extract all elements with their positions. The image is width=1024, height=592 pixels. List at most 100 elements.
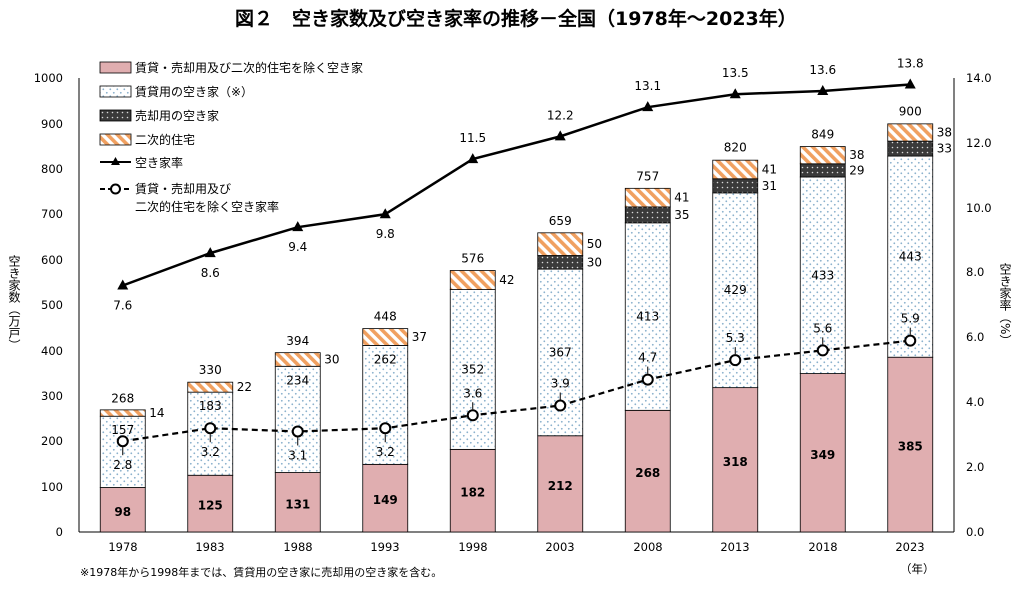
left-ticks: 0 100 200 300 400 500 600 700 800 900 10…: [34, 71, 63, 539]
left-tick: 800: [41, 162, 63, 176]
bar-second: [99, 409, 146, 417]
bar-segment-label: 149: [373, 493, 398, 507]
line-excluding-rate-label: 5.9: [901, 312, 920, 326]
bar-segment-label: 14: [149, 406, 164, 420]
right-tick: 14.0: [966, 71, 992, 85]
legend-swatch-rental: [99, 85, 132, 98]
bar-segment-label: 182: [460, 486, 485, 500]
line-excluding-rate-label: 3.1: [288, 448, 307, 462]
legend-label: 賃貸・売却用及び二次的住宅を除く空き家: [135, 60, 363, 75]
bar-segment-label: 22: [237, 380, 252, 394]
bar-second: [887, 123, 934, 142]
line-vacancy-rate: [122, 83, 911, 287]
bar-segment-label: 33: [937, 142, 952, 156]
bar-second: [799, 146, 846, 165]
legend-label: 二次的住宅: [135, 132, 195, 147]
bar-segment-label: 433: [811, 268, 834, 282]
bar-segment-label: 125: [198, 499, 223, 513]
bar-segment-label: 41: [762, 162, 777, 176]
bar-segment-label: 157: [111, 423, 134, 437]
bar-total-label: 330: [199, 363, 222, 377]
line-excluding-rate-label: 2.8: [113, 458, 132, 472]
bar-rental: [449, 289, 496, 450]
right-tick: 4.0: [966, 395, 984, 409]
line-vacancy-rate-label: 9.4: [288, 240, 307, 254]
line-excluding-rate-label: 3.2: [201, 445, 220, 459]
bar-owner: [449, 448, 496, 533]
bar-segment-label: 131: [285, 497, 310, 511]
x-tick-label: 2003: [545, 540, 574, 554]
line-vacancy-rate-label: 12.2: [547, 108, 574, 122]
bar-segment-label: 352: [461, 362, 484, 376]
line-vacancy-rate-label: 13.6: [809, 63, 836, 77]
bar-total-label: 820: [724, 141, 747, 155]
line-excluding-rate-label: 4.7: [638, 351, 657, 365]
bar-owner: [187, 474, 234, 533]
right-tick: 8.0: [966, 265, 984, 279]
bar-segment-label: 42: [499, 273, 514, 287]
line-vacancy-rate-point: [817, 84, 829, 95]
line-vacancy-rate-point: [904, 78, 916, 89]
x-tick-label: 1998: [458, 540, 487, 554]
line-excluding-rate-point: [641, 373, 654, 386]
bar-owner: [274, 472, 321, 533]
bar-owner: [887, 356, 934, 533]
bar-segment-label: 385: [898, 440, 923, 454]
line-vacancy-rate-label: 7.6: [113, 299, 132, 313]
line-excluding-rate-point: [816, 344, 829, 357]
line-vacancy-rate-label: 8.6: [201, 266, 220, 280]
line-excluding-rate-point: [291, 425, 304, 438]
bar-segment-label: 35: [674, 208, 689, 222]
right-tick: 0.0: [966, 525, 984, 539]
left-tick: 700: [41, 207, 63, 221]
bar-segment-label: 183: [199, 399, 222, 413]
line-excluding-rate-point: [204, 422, 217, 435]
left-tick: 0: [56, 525, 63, 539]
bar-owner: [624, 409, 671, 533]
line-vacancy-rate-point: [379, 208, 391, 219]
x-tick-label: 1988: [283, 540, 312, 554]
bar-second: [537, 232, 584, 256]
legend-swatch-sale: [99, 109, 132, 122]
x-tick-label: 2008: [633, 540, 662, 554]
line-vacancy-rate-label: 13.1: [634, 79, 661, 93]
bar-segment-label: 38: [849, 148, 864, 162]
legend-label: 空き家率: [135, 155, 183, 170]
bar-segment-label: 37: [412, 330, 427, 344]
left-tick: 500: [41, 298, 63, 312]
line-excluding-rate-point: [554, 399, 567, 412]
line-excluding-rate-point: [729, 354, 742, 367]
x-tick-label: 1978: [108, 540, 137, 554]
bar-segment-label: 367: [549, 345, 572, 359]
legend-label: 二次的住宅を除く空き家率: [135, 199, 279, 214]
bar-second: [449, 270, 496, 290]
bar-total-label: 576: [461, 251, 484, 265]
bar-sale: [887, 140, 934, 157]
right-tick: 2.0: [966, 460, 984, 474]
bar-owner: [537, 435, 584, 533]
bar-total-label: 900: [899, 104, 922, 118]
left-tick: 900: [41, 117, 63, 131]
legend-marker-circle: [110, 183, 121, 195]
line-excluding-rate-point: [116, 435, 129, 448]
lines: 7.6 8.6 9.4 9.8 11.5 12.2 13.1 13.5 13.6 13.8 2.8 3…: [113, 56, 923, 472]
legend-marker-triangle: [111, 157, 120, 165]
x-tick-label: 2023: [895, 540, 924, 554]
bar-second: [624, 187, 671, 208]
legend-swatch-second: [99, 133, 132, 146]
line-vacancy-rate-point: [729, 88, 741, 99]
bar-second: [187, 381, 234, 393]
line-excluding-rate-label: 3.2: [376, 445, 395, 459]
line-vacancy-rate-point: [117, 279, 129, 290]
line-vacancy-rate-point: [554, 130, 566, 141]
y-axis-right-title: 空き家率（%）: [998, 263, 1012, 347]
legend-label: 賃貸用の空き家（※）: [135, 84, 253, 99]
bar-segment-label: 31: [762, 179, 777, 193]
bar-owner: [362, 463, 409, 533]
bar-sale: [799, 163, 846, 178]
bar-segment-label: 349: [810, 448, 835, 462]
line-vacancy-rate-label: 9.8: [376, 227, 395, 241]
bar-owner: [799, 373, 846, 533]
line-excluding-rate-point: [904, 334, 917, 347]
x-tick-label: 1983: [195, 540, 224, 554]
